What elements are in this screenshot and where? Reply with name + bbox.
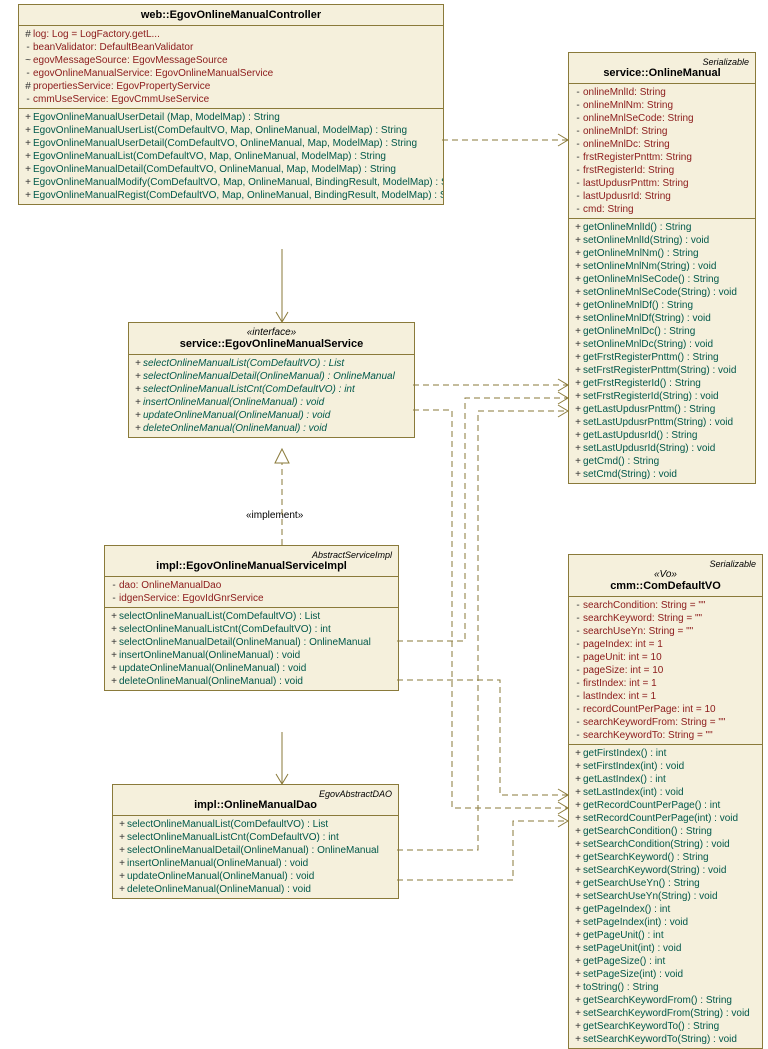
- class-dao: EgovAbstractDAOimpl::OnlineManualDao+sel…: [112, 784, 399, 899]
- implement-label: «implement»: [246, 510, 303, 521]
- class-online-manual: Serializableservice::OnlineManual-online…: [568, 52, 756, 484]
- class-controller: web::EgovOnlineManualController#log: Log…: [18, 4, 444, 205]
- class-comdefaultvo: Serializable«Vo»cmm::ComDefaultVO-search…: [568, 554, 763, 1049]
- interface-service: «interface»service::EgovOnlineManualServ…: [128, 322, 415, 438]
- class-service-impl: AbstractServiceImplimpl::EgovOnlineManua…: [104, 545, 399, 691]
